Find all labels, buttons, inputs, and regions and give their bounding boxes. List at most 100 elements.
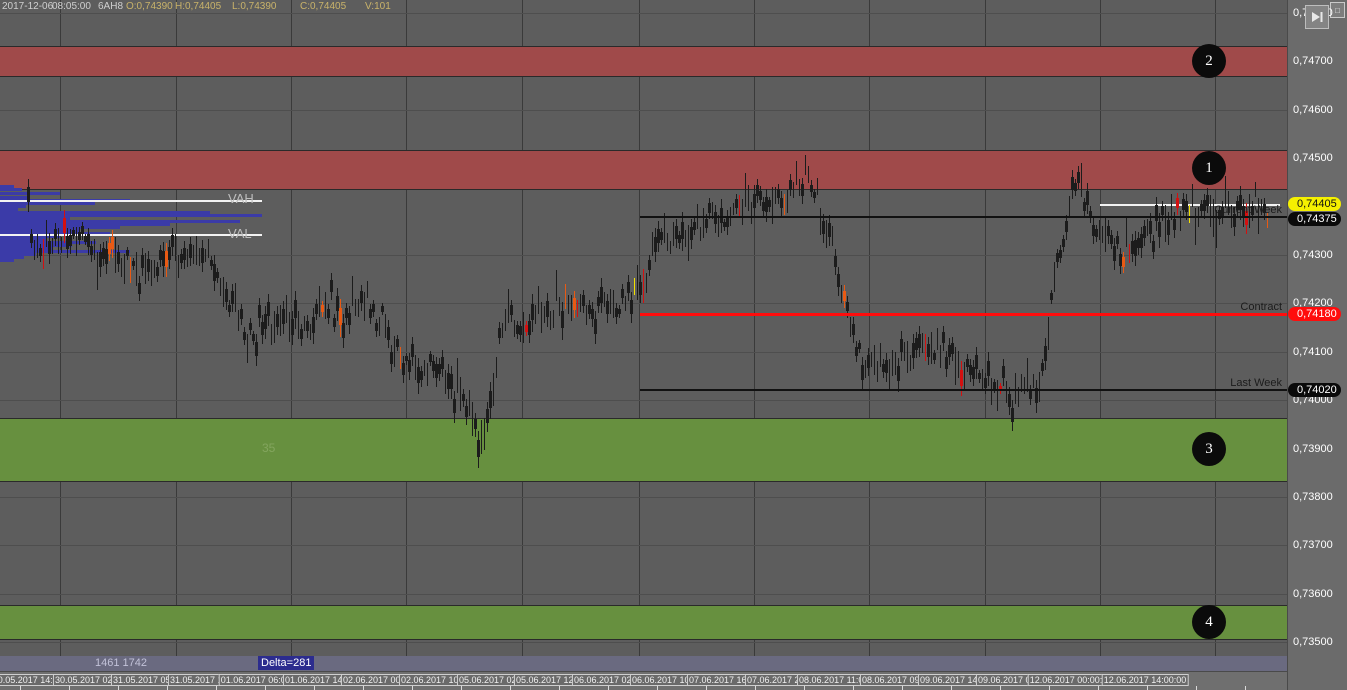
candlestick-body <box>282 308 285 324</box>
candlestick-wick <box>319 286 320 317</box>
contract-line[interactable] <box>640 313 1288 316</box>
last-price-pill[interactable]: 0,74405 <box>1288 197 1341 211</box>
candlestick-body <box>300 329 303 340</box>
candlestick-body <box>1131 240 1134 254</box>
candlestick-wick <box>274 310 275 343</box>
candlestick-wick <box>565 283 566 310</box>
price-tick-9: 0,73800 <box>1293 491 1333 503</box>
candlestick-body <box>657 228 660 243</box>
candlestick-body <box>828 222 831 237</box>
price-zone-1[interactable] <box>0 150 1288 190</box>
candlestick-body <box>486 409 489 424</box>
candlestick-wick <box>52 238 53 255</box>
candlestick-wick <box>1039 372 1040 402</box>
chart-plot-area[interactable]: Current Week Contract Last Week VAH VAL 35… <box>0 0 1288 672</box>
price-tick-1: 0,74700 <box>1293 55 1333 67</box>
candlestick-wick <box>1180 211 1181 232</box>
candlestick-body <box>1089 210 1092 218</box>
candlestick-body <box>630 299 633 314</box>
candlestick-wick <box>37 233 38 259</box>
skip-to-last-button[interactable] <box>1305 5 1329 29</box>
candlestick-body <box>597 296 600 307</box>
contract-price-pill[interactable]: 0,74180 <box>1288 307 1341 321</box>
candlestick-wick <box>895 351 896 376</box>
delta-value: Delta=281 <box>258 656 315 670</box>
vertical-gridline-2 <box>291 0 292 672</box>
bid-price-pill[interactable]: 0,74375 <box>1288 212 1341 226</box>
val-line <box>0 234 262 236</box>
candlestick-body <box>387 326 390 340</box>
last-week-line[interactable] <box>640 389 1288 391</box>
volume-profile-bar <box>0 211 210 214</box>
candlestick-body <box>1239 194 1242 211</box>
time-label-19: 12.06.2017 14:00:00 <box>1101 674 1189 686</box>
horizontal-gridline-5 <box>0 303 1288 304</box>
zone-badge-3[interactable]: 3 <box>1192 432 1226 466</box>
candlestick-body <box>225 289 228 302</box>
zone-badge-2[interactable]: 2 <box>1192 44 1226 78</box>
price-axis[interactable]: □ 0,748000,747000,746000,745000,743000,7… <box>1287 0 1347 690</box>
volume-profile-bar <box>0 185 14 188</box>
candlestick-wick <box>889 359 890 389</box>
zone-badge-4[interactable]: 4 <box>1192 605 1226 639</box>
candlestick-wick <box>1228 190 1229 215</box>
candlestick-body <box>615 308 618 318</box>
candlestick-body <box>447 372 450 389</box>
candlestick-body <box>327 309 330 319</box>
price-zone-4[interactable] <box>0 605 1288 640</box>
candlestick-wick <box>175 233 176 262</box>
candlestick-wick <box>826 219 827 249</box>
price-tick-4: 0,74300 <box>1293 249 1333 261</box>
candlestick-body <box>69 234 72 247</box>
candlestick-body <box>1002 365 1005 378</box>
candlestick-body <box>408 360 411 373</box>
candlestick-wick <box>1024 376 1025 394</box>
candlestick-wick <box>850 316 851 338</box>
candlestick-body <box>396 339 399 347</box>
candlestick-wick <box>493 373 494 406</box>
last-week-price-pill[interactable]: 0,74020 <box>1288 383 1341 397</box>
volume-profile-bar <box>0 208 18 211</box>
candlestick-body <box>1173 218 1176 231</box>
candlestick-wick <box>223 276 224 307</box>
candlestick-body <box>39 248 42 257</box>
volume-profile-bar <box>0 259 14 262</box>
candlestick-body <box>1206 194 1209 206</box>
candlestick-wick <box>991 377 992 405</box>
candlestick-wick <box>286 295 287 323</box>
candlestick-wick <box>553 309 554 329</box>
time-tick-8 <box>412 686 413 690</box>
time-tick-9 <box>461 686 462 690</box>
candlestick-body <box>453 399 456 414</box>
candlestick-body <box>411 344 414 358</box>
candlestick-body <box>984 378 987 388</box>
zone-badge-1[interactable]: 1 <box>1192 151 1226 185</box>
vah-line <box>0 200 262 202</box>
scroll-end-icon[interactable]: □ <box>1330 2 1345 18</box>
price-zone-3[interactable] <box>0 418 1288 482</box>
candlestick-body <box>660 232 663 241</box>
candlestick-wick <box>469 390 470 416</box>
vah-label: VAH <box>228 191 254 206</box>
candlestick-body <box>861 364 864 381</box>
candlestick-wick <box>238 310 239 332</box>
candlestick-wick <box>997 380 998 412</box>
candlestick-body <box>228 304 231 313</box>
candlestick-body <box>1122 257 1125 267</box>
current-week-line[interactable] <box>640 216 1288 218</box>
header-volume: V:101 <box>365 1 391 12</box>
candlestick-body <box>111 236 114 250</box>
time-axis[interactable]: 30.05.2017 14:00:00 30.05.2017 02:00 31.05… <box>0 671 1288 690</box>
candlestick-wick <box>154 259 155 278</box>
candlestick-wick <box>1027 358 1028 392</box>
candlestick-body <box>690 226 693 240</box>
candlestick-body <box>1035 387 1038 403</box>
candlestick-wick <box>1216 209 1217 248</box>
candlestick-body <box>489 390 492 408</box>
price-zone-2[interactable] <box>0 46 1288 77</box>
candlestick-body <box>1107 225 1110 237</box>
candlestick-wick <box>685 230 686 247</box>
candlestick-body <box>1152 240 1155 252</box>
candlestick-body <box>105 248 108 265</box>
candlestick-wick <box>310 323 311 341</box>
